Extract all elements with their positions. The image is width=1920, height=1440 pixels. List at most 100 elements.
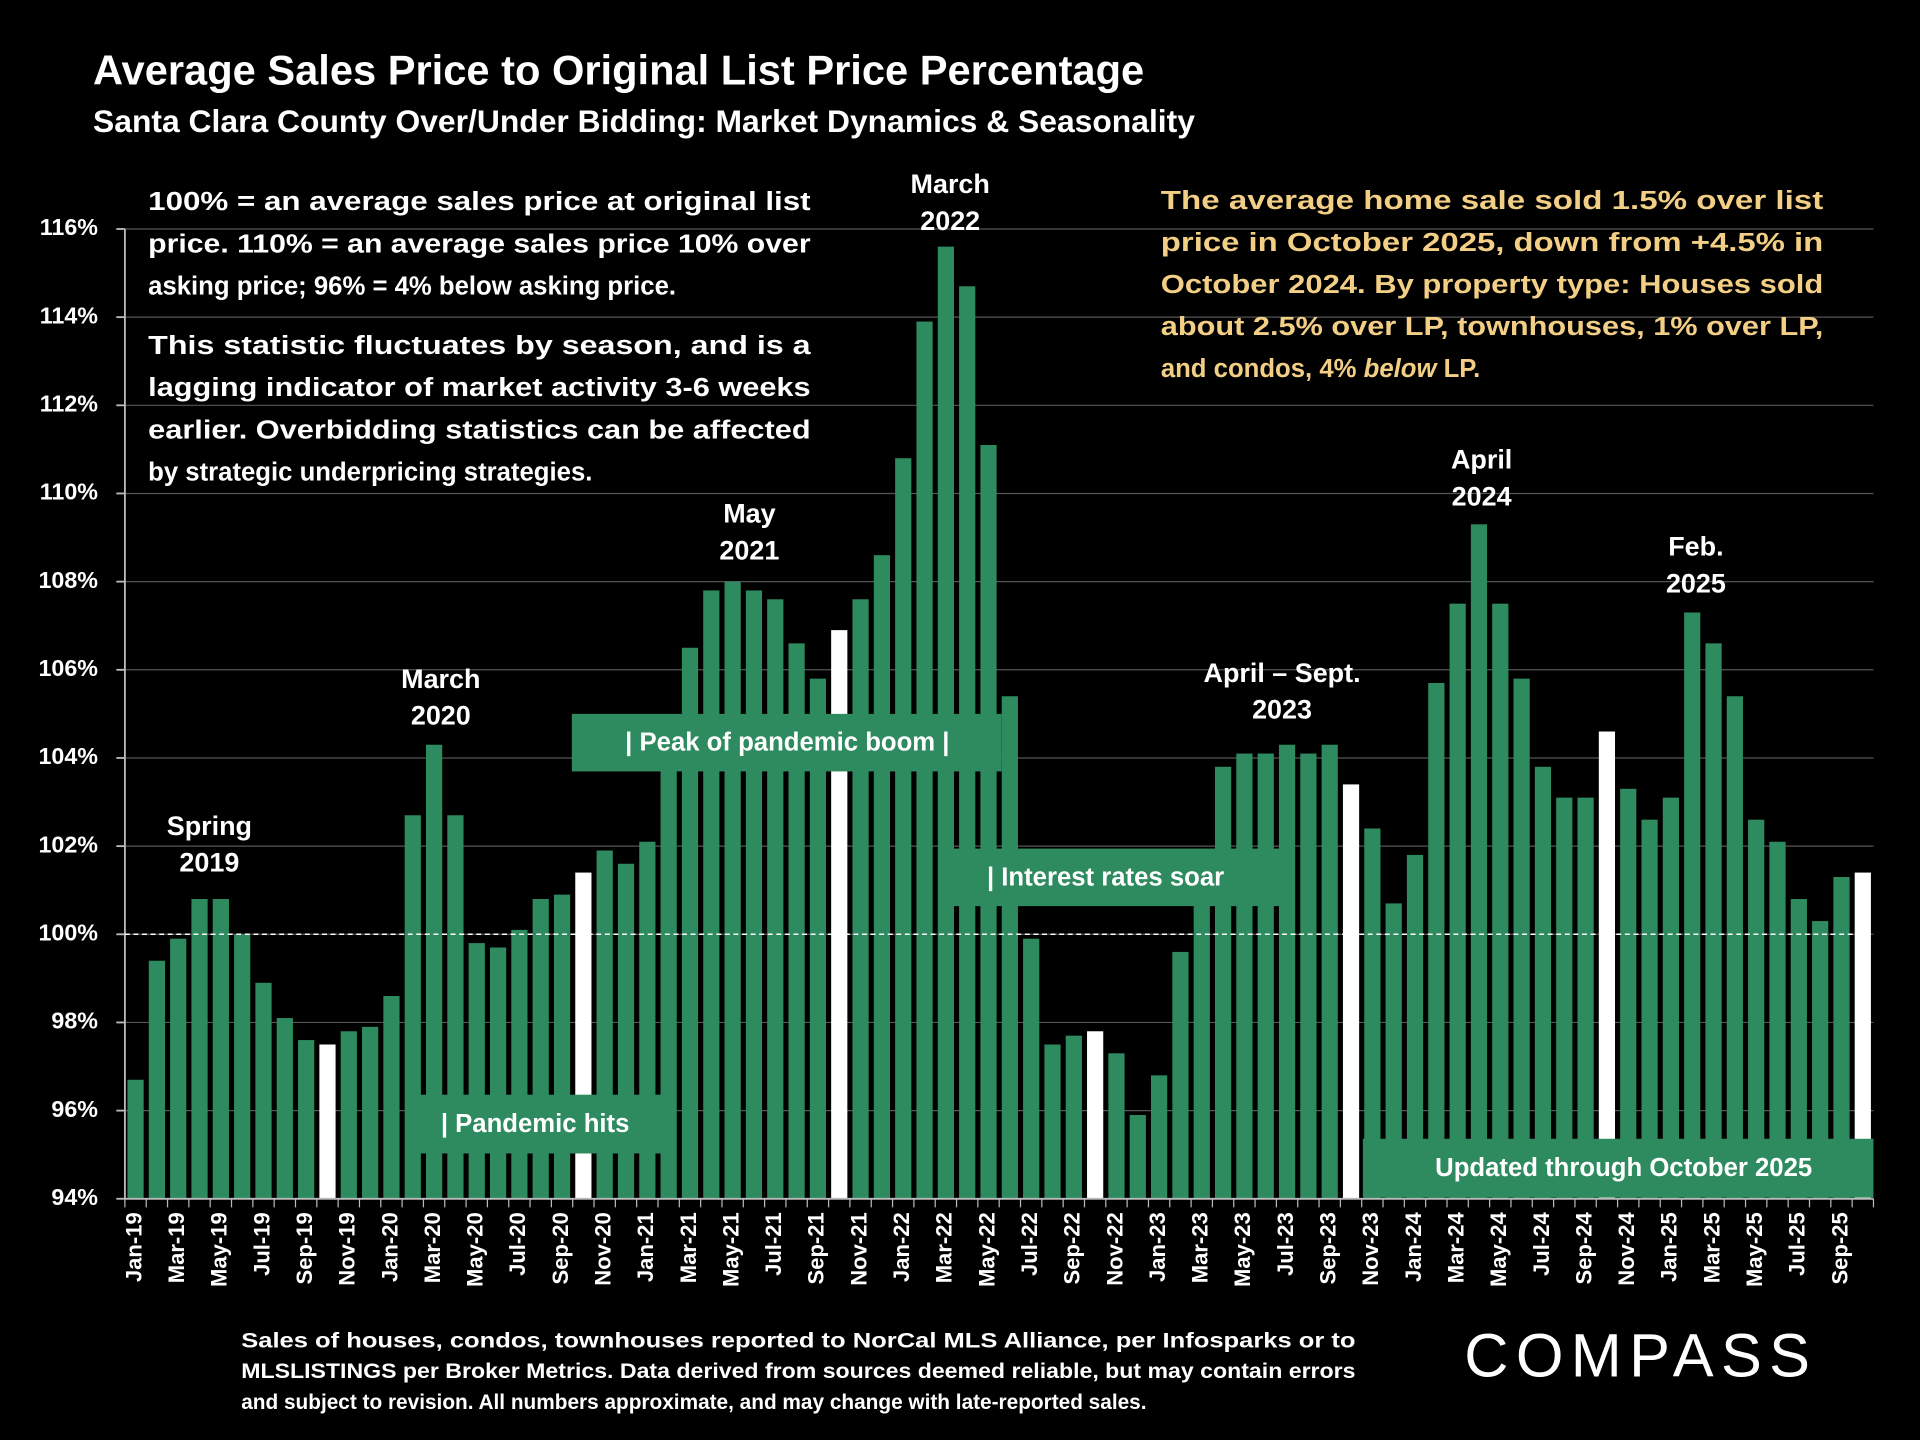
x-tick-label: Nov-21 (846, 1212, 871, 1285)
bar (681, 647, 699, 1199)
x-tick-label: May-25 (1742, 1212, 1767, 1287)
bar (489, 947, 507, 1199)
x-tick-label: Jan-23 (1145, 1212, 1170, 1282)
x-tick-label: Nov-22 (1102, 1212, 1127, 1285)
bar (1129, 1115, 1146, 1199)
bar (1406, 854, 1424, 1199)
callout-label: | Peak of pandemic boom | (625, 729, 949, 757)
y-tick-label: 106% (38, 655, 98, 681)
bar (1705, 643, 1722, 1199)
bar (1193, 899, 1210, 1199)
bar (1236, 753, 1253, 1199)
y-tick-label: 96% (51, 1096, 98, 1122)
bar (1556, 797, 1573, 1199)
y-tick-label: 102% (38, 831, 98, 857)
peak-label: March (911, 169, 990, 199)
note-segment: LP. (1436, 355, 1480, 383)
bar (1748, 819, 1765, 1199)
x-tick-label: Mar-24 (1443, 1212, 1468, 1284)
x-tick-label: Mar-20 (420, 1212, 445, 1283)
bar (1151, 1075, 1168, 1199)
y-tick-label: 94% (51, 1184, 98, 1210)
note-line: price in October 2025, down from +4.5% i… (1161, 229, 1823, 257)
chart-subtitle: Santa Clara County Over/Under Bidding: M… (93, 103, 1195, 139)
bar (1812, 921, 1829, 1199)
note-line: by strategic underpricing strategies. (148, 459, 592, 487)
bar (724, 581, 741, 1199)
x-tick-label: Jul-21 (761, 1212, 786, 1276)
bar (298, 1040, 315, 1199)
bar (1534, 766, 1552, 1199)
bar (234, 934, 251, 1199)
peak-label: 2024 (1452, 481, 1512, 511)
callout-box (1362, 1138, 1874, 1198)
y-tick-label: 100% (38, 919, 98, 945)
note-segment: below (1364, 355, 1439, 383)
bar (148, 960, 165, 1199)
x-tick-label: May-19 (207, 1212, 232, 1287)
bar (1577, 797, 1594, 1199)
bar (767, 599, 784, 1199)
bar (1790, 899, 1807, 1199)
bar (511, 929, 528, 1199)
bar (1065, 1035, 1082, 1199)
bar (980, 444, 997, 1199)
bar (1769, 841, 1786, 1199)
bar (1598, 731, 1616, 1199)
peak-label: May (723, 499, 775, 529)
peak-label: April (1451, 445, 1512, 475)
x-tick-label: Jul-25 (1785, 1212, 1810, 1276)
bar (127, 1079, 144, 1199)
bar (1023, 938, 1040, 1199)
peak-label: March (401, 664, 480, 694)
bar (1641, 819, 1658, 1199)
bar (1470, 524, 1488, 1199)
x-tick-label: May-21 (718, 1212, 743, 1287)
note-line: October 2024. By property type: Houses s… (1161, 271, 1823, 299)
x-tick-label: Mar-21 (676, 1212, 701, 1283)
peak-label: April – Sept. (1204, 658, 1361, 688)
bar (1684, 612, 1701, 1199)
y-tick-label: 112% (40, 390, 99, 416)
x-tick-label: Jan-25 (1657, 1212, 1682, 1282)
peak-label: Spring (167, 811, 252, 841)
x-tick-label: Mar-22 (932, 1212, 957, 1283)
bar (1214, 766, 1232, 1199)
bar (1172, 951, 1189, 1199)
x-tick-label: May-22 (974, 1212, 999, 1287)
y-tick-label: 116% (40, 214, 99, 240)
bar (852, 599, 869, 1199)
logo: COMPASS (1464, 1322, 1817, 1390)
peak-label: 2022 (920, 206, 980, 236)
bar (1492, 603, 1509, 1199)
x-tick-label: Jan-21 (633, 1212, 658, 1282)
bar (1662, 797, 1679, 1199)
callout-box (939, 848, 1292, 907)
x-tick-label: Sep-19 (292, 1212, 317, 1284)
bar (1854, 872, 1871, 1199)
x-tick-label: Jan-20 (377, 1212, 402, 1282)
peak-label: 2019 (179, 848, 239, 878)
peak-label: 2023 (1252, 695, 1312, 725)
bar (703, 590, 720, 1199)
bar (1044, 1044, 1061, 1199)
x-tick-label: May-20 (463, 1212, 488, 1287)
bar (1726, 696, 1743, 1199)
x-tick-label: Jul-20 (505, 1212, 530, 1276)
y-tick-label: 108% (38, 567, 98, 593)
bar (873, 555, 891, 1199)
bar (425, 744, 443, 1199)
bar (191, 899, 208, 1199)
x-tick-label: Jul-19 (249, 1212, 274, 1276)
bar (1833, 876, 1850, 1199)
note-line: asking price; 96% = 4% below asking pric… (148, 273, 676, 301)
x-tick-label: Jan-24 (1401, 1212, 1426, 1283)
bar (212, 899, 229, 1199)
note-line: The average home sale sold 1.5% over lis… (1161, 187, 1824, 215)
note-line: earlier. Overbidding statistics can be a… (148, 416, 810, 444)
callout-label: | Interest rates soar (987, 863, 1224, 891)
bar (660, 757, 677, 1199)
x-tick-label: Nov-23 (1358, 1212, 1383, 1285)
note-line: This statistic fluctuates by season, and… (148, 332, 811, 360)
